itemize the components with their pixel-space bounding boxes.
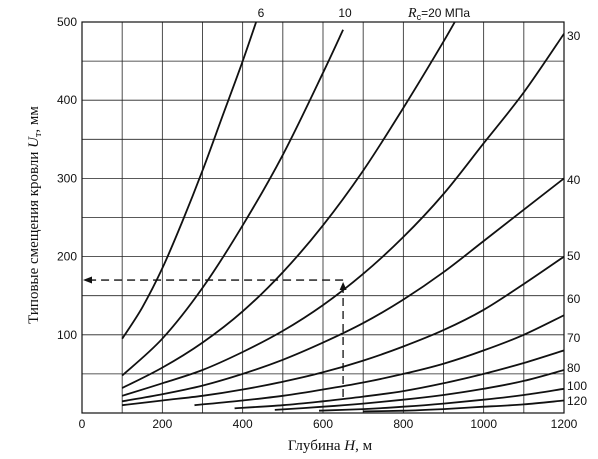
- curve-label: 100: [567, 379, 587, 393]
- y-ticks: 100 200 300 400 500: [57, 15, 77, 342]
- plot-frame: [81, 21, 565, 414]
- x-tick-label: 400: [233, 417, 253, 431]
- series-line-8: [234, 349, 564, 410]
- x-ticks: 0 200 400 600 800 1000 1200: [79, 417, 578, 431]
- x-tick-label: 0: [79, 417, 86, 431]
- series-line-11: [363, 399, 564, 413]
- y-axis-label: Типовые смещения кровли Uт, мм: [26, 106, 44, 324]
- curve-label: 30: [567, 29, 581, 43]
- series-line-3: [121, 22, 456, 389]
- y-tick-label: 100: [57, 328, 77, 342]
- x-tick-label: 200: [152, 417, 172, 431]
- series-line-9: [274, 369, 564, 411]
- curves: [121, 22, 564, 413]
- series-line-5: [122, 177, 564, 403]
- curve-label: 60: [567, 292, 581, 306]
- guide-arrow-left: [83, 276, 92, 284]
- curve-label: 10: [338, 6, 352, 20]
- y-tick-label: 300: [57, 171, 77, 185]
- curve-label: 50: [567, 249, 581, 263]
- series-line-4: [121, 33, 564, 397]
- series-line-7: [194, 314, 564, 407]
- guide-arrow-up: [339, 282, 347, 291]
- y-tick-label: 200: [57, 250, 77, 264]
- curve-label: 120: [567, 394, 587, 408]
- grid: [82, 22, 564, 413]
- x-tick-label: 600: [313, 417, 333, 431]
- y-tick-label: 400: [57, 93, 77, 107]
- series-line-1: [121, 22, 258, 340]
- curve-label: 40: [567, 173, 581, 187]
- curve-label: 70: [567, 331, 581, 345]
- curve-label-rc: Rс=20 МПа: [407, 6, 470, 22]
- curve-label: 6: [258, 6, 265, 20]
- x-tick-label: 1200: [551, 417, 578, 431]
- x-tick-label: 800: [393, 417, 413, 431]
- series-line-2: [121, 29, 344, 377]
- x-tick-label: 1000: [470, 417, 497, 431]
- guide-annotation: [83, 276, 347, 397]
- series-line-10: [318, 387, 564, 412]
- curve-label: 80: [567, 361, 581, 375]
- x-axis-label: Глубина H, м: [288, 438, 373, 454]
- y-tick-label: 500: [57, 15, 77, 29]
